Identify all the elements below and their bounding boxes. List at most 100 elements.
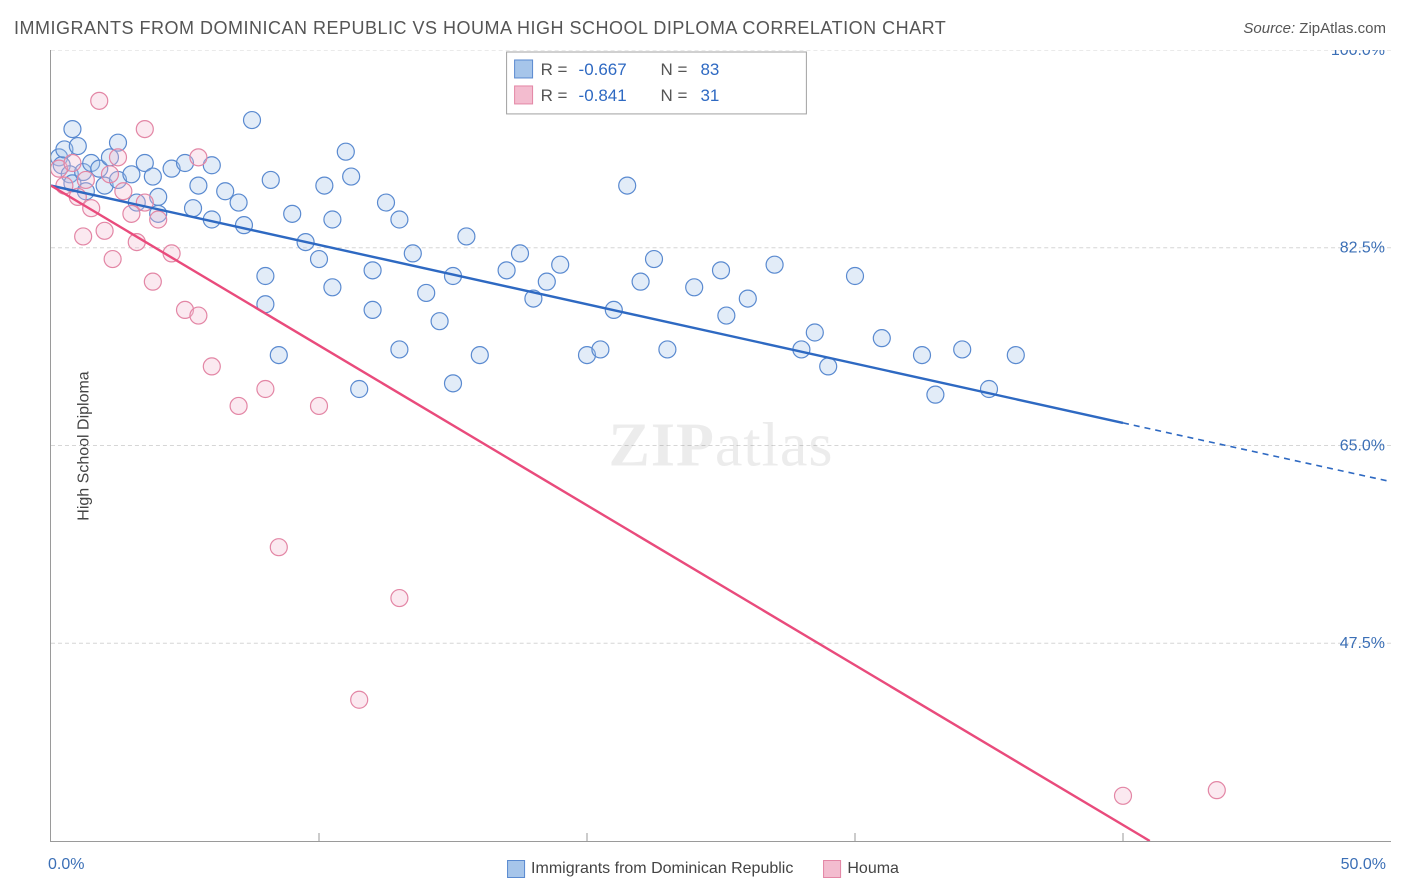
data-point	[115, 183, 132, 200]
stats-swatch	[515, 86, 533, 104]
stats-r-label: R =	[541, 86, 568, 105]
stats-box: R = -0.667 N = 83 R = -0.841 N = 31	[507, 52, 807, 114]
data-point	[185, 200, 202, 217]
data-point	[1115, 787, 1132, 804]
y-tick-label: 82.5%	[1340, 240, 1385, 257]
stats-r-value: -0.841	[579, 86, 627, 105]
data-point	[498, 262, 515, 279]
y-tick-label: 100.0%	[1331, 50, 1385, 59]
legend-label-series2: Houma	[847, 860, 899, 878]
data-point	[619, 177, 636, 194]
stats-n-value: 83	[700, 60, 719, 79]
data-point	[512, 245, 529, 262]
data-point	[391, 590, 408, 607]
data-point	[351, 691, 368, 708]
data-point	[404, 245, 421, 262]
data-point	[431, 313, 448, 330]
data-point	[364, 301, 381, 318]
stats-n-label: N =	[660, 86, 687, 105]
data-point	[284, 205, 301, 222]
data-point	[257, 268, 274, 285]
data-point	[337, 143, 354, 160]
stats-swatch	[515, 60, 533, 78]
data-point	[1208, 782, 1225, 799]
data-point	[235, 217, 252, 234]
data-point	[230, 397, 247, 414]
data-point	[847, 268, 864, 285]
y-tick-label: 47.5%	[1340, 635, 1385, 652]
data-point	[257, 381, 274, 398]
data-point	[136, 121, 153, 138]
stats-n-value: 31	[700, 86, 719, 105]
data-point	[104, 251, 121, 268]
data-point	[592, 341, 609, 358]
data-point	[364, 262, 381, 279]
data-point	[1007, 347, 1024, 364]
data-point	[552, 256, 569, 273]
trend-line	[51, 186, 1123, 423]
data-point	[713, 262, 730, 279]
x-axis-max-label: 50.0%	[1341, 856, 1386, 874]
data-point	[311, 397, 328, 414]
source-attribution: Source: ZipAtlas.com	[1243, 20, 1386, 37]
data-point	[217, 183, 234, 200]
data-point	[101, 166, 118, 183]
data-point	[203, 358, 220, 375]
legend-item-series1: Immigrants from Dominican Republic	[507, 860, 793, 878]
data-point	[190, 149, 207, 166]
data-point	[914, 347, 931, 364]
data-point	[391, 211, 408, 228]
data-point	[75, 228, 92, 245]
data-point	[351, 381, 368, 398]
data-point	[324, 211, 341, 228]
plot-svg: 47.5%65.0%82.5%100.0%R =-0.667N =83R =-0…	[51, 50, 1391, 841]
data-point	[343, 168, 360, 185]
plot-area: 47.5%65.0%82.5%100.0%R =-0.667N =83R =-0…	[50, 50, 1391, 842]
data-point	[659, 341, 676, 358]
data-point	[766, 256, 783, 273]
stats-n-label: N =	[660, 60, 687, 79]
data-point	[270, 347, 287, 364]
stats-r-label: R =	[541, 60, 568, 79]
data-point	[806, 324, 823, 341]
data-point	[686, 279, 703, 296]
data-point	[96, 222, 113, 239]
data-point	[739, 290, 756, 307]
data-point	[391, 341, 408, 358]
data-point	[69, 138, 86, 155]
data-point	[64, 121, 81, 138]
data-point	[190, 307, 207, 324]
data-point	[873, 330, 890, 347]
data-point	[244, 112, 261, 129]
trend-line	[51, 186, 1150, 841]
data-point	[538, 273, 555, 290]
data-point	[56, 177, 73, 194]
data-point	[820, 358, 837, 375]
data-point	[270, 539, 287, 556]
chart-title: IMMIGRANTS FROM DOMINICAN REPUBLIC VS HO…	[14, 18, 946, 39]
data-point	[954, 341, 971, 358]
data-point	[230, 194, 247, 211]
legend-label-series1: Immigrants from Dominican Republic	[531, 860, 793, 878]
data-point	[64, 155, 81, 172]
stats-r-value: -0.667	[579, 60, 627, 79]
legend-swatch-series1	[507, 860, 525, 878]
legend-item-series2: Houma	[823, 860, 899, 878]
data-point	[646, 251, 663, 268]
data-point	[262, 171, 279, 188]
data-point	[123, 205, 140, 222]
data-point	[445, 375, 462, 392]
data-point	[150, 211, 167, 228]
data-point	[458, 228, 475, 245]
data-point	[418, 284, 435, 301]
source-label: Source:	[1243, 20, 1295, 37]
data-point	[471, 347, 488, 364]
data-point	[110, 149, 127, 166]
data-point	[190, 177, 207, 194]
data-point	[316, 177, 333, 194]
data-point	[632, 273, 649, 290]
data-point	[144, 168, 161, 185]
source-value: ZipAtlas.com	[1299, 20, 1386, 37]
data-point	[324, 279, 341, 296]
data-point	[91, 92, 108, 109]
